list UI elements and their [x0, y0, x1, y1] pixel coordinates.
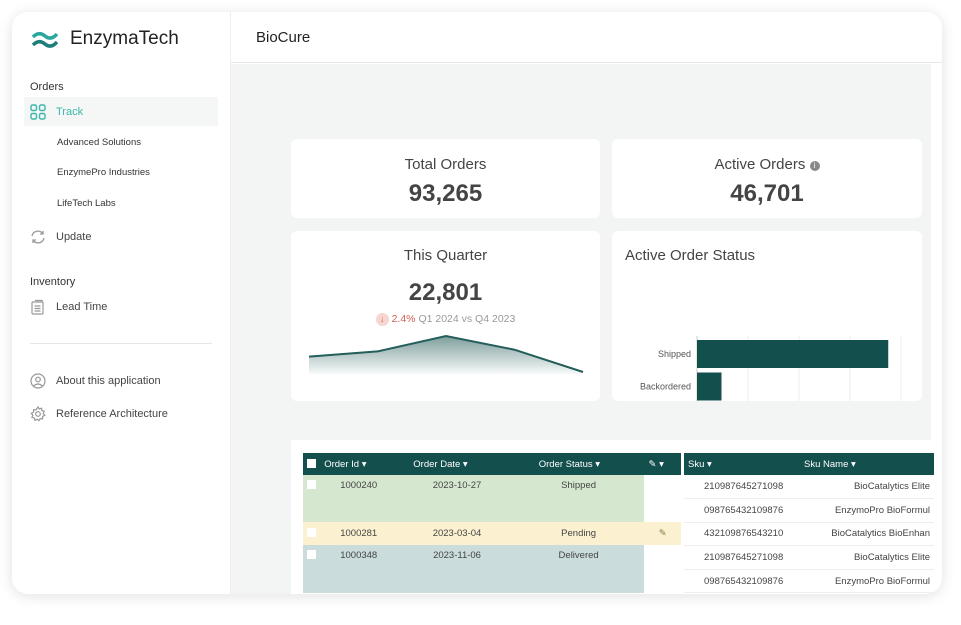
sidebar-item-lead-time[interactable]: Lead Time — [24, 292, 218, 321]
edit-cell[interactable] — [644, 475, 681, 522]
sku-table: Sku ▾ Sku Name ▾ 210987645271098 BioCatal… — [684, 453, 934, 593]
order-date: 2023-03-04 — [432, 528, 482, 539]
sidebar-item-label: About this application — [56, 374, 161, 387]
order-id: 1000281 — [340, 528, 378, 539]
table-row[interactable]: 1000240 2023-10-27 Shipped — [303, 475, 681, 522]
sku: 098765432109876 — [704, 575, 784, 587]
table-row[interactable]: 210987645271098 BioCatalytics Elite — [684, 546, 934, 570]
row-collapse-toggle[interactable] — [303, 545, 321, 593]
sidebar-divider — [30, 343, 212, 344]
sparkline-area — [309, 336, 583, 374]
change-row: ↓ 2.4% Q1 2024 vs Q4 2023 — [291, 313, 600, 326]
down-arrow-icon: ↓ — [375, 313, 389, 326]
orders-grid: Order Id ▾ Order Date ▾ Order Status ▾ ✎… — [291, 440, 934, 594]
order-status: Pending — [561, 528, 597, 539]
sku-name: EnzymoPro BioFormul — [834, 504, 930, 516]
sidebar-subitem-advanced-solutions[interactable]: Advanced Solutions — [57, 137, 141, 148]
sidebar-subitem-enzymepro-industries[interactable]: EnzymePro Industries — [57, 167, 150, 178]
table-row[interactable]: 098765432109876 EnzymoPro BioFormul — [684, 569, 934, 593]
sku: 210987645271098 — [704, 552, 784, 564]
sku-name: BioCatalytics Elite — [853, 552, 930, 564]
order-date: 2023-11-06 — [401, 545, 513, 593]
order-id: 1000240 — [320, 475, 402, 522]
sidebar-item-label: Reference Architecture — [56, 407, 168, 420]
sidebar-item-track[interactable]: Track — [24, 97, 218, 126]
app-window: EnzymaTech Orders Track Advanced Solutio… — [12, 12, 942, 594]
inventory-section-label: Inventory — [30, 276, 76, 288]
dashboard: Total Orders 93,265 Active Orders i 46,7… — [231, 64, 934, 594]
bar-backordered[interactable] — [697, 372, 722, 401]
user-circle-icon — [30, 372, 46, 389]
row-collapse-toggle[interactable] — [303, 475, 321, 522]
column-header-order-id[interactable]: Order Id ▾ — [320, 453, 402, 475]
table-row[interactable]: 098765432109876 EnzymoPro BioFormul — [684, 499, 934, 523]
sidebar-subitem-lifetech-labs[interactable]: LifeTech Labs — [57, 198, 116, 209]
status-bar-chart: 010k20k30k40kShippedBackorderedPending — [640, 336, 902, 401]
bar-shipped[interactable] — [697, 340, 889, 368]
y-category-label: Shipped — [658, 349, 691, 359]
comparison-label: Q1 2024 vs Q4 2023 — [418, 313, 516, 325]
sku-name: EnzymoPro BioFormul — [834, 575, 930, 587]
orders-section-label: Orders — [30, 81, 64, 93]
column-header-sku[interactable]: Sku ▾ — [684, 453, 800, 475]
wave-logo-icon — [32, 32, 58, 48]
page-title: BioCure — [256, 29, 311, 46]
column-header-edit[interactable]: ✎ ▾ — [644, 453, 681, 475]
page-header: BioCure — [231, 12, 942, 63]
clipboard-icon — [31, 299, 44, 315]
column-header-sku-name[interactable]: Sku Name ▾ — [800, 453, 934, 475]
info-icon[interactable]: i — [809, 161, 820, 171]
kpi-label: Active Orders — [714, 156, 806, 173]
sku: 098765432109876 — [704, 504, 784, 516]
gear-icon — [30, 405, 46, 422]
chart-title: Active Order Status — [625, 247, 756, 264]
logo[interactable]: EnzymaTech — [32, 28, 179, 50]
order-id: 1000348 — [320, 545, 402, 593]
table-row[interactable]: 210987645271098 BioCatalytics Elite — [684, 475, 934, 499]
sku-name: BioCatalytics BioEnhan — [831, 528, 930, 540]
kpi-label: Total Orders — [404, 156, 487, 173]
orders-table: Order Id ▾ Order Date ▾ Order Status ▾ ✎… — [303, 453, 681, 593]
kpi-label: This Quarter — [403, 247, 488, 264]
y-category-label: Backordered — [640, 382, 691, 392]
kpi-value: 93,265 — [408, 180, 483, 207]
refresh-icon — [31, 230, 45, 243]
order-status: Shipped — [512, 475, 645, 522]
sparkline-chart — [308, 334, 584, 374]
sidebar-item-update[interactable]: Update — [24, 222, 218, 251]
table-row[interactable]: 1000281 2023-03-04 Pending ✎ — [303, 522, 681, 545]
order-status: Delivered — [512, 545, 645, 593]
column-header-order-date[interactable]: Order Date ▾ — [401, 453, 513, 475]
sidebar-item-reference-architecture[interactable]: Reference Architecture — [24, 399, 218, 428]
active-order-status-card: Active Order Status 010k20k30k40kShipped… — [612, 231, 922, 401]
sidebar-item-about[interactable]: About this application — [24, 366, 218, 395]
app-name: EnzymaTech — [70, 28, 179, 49]
table-row[interactable]: 432109876543210 BioCatalytics BioEnhan — [684, 522, 934, 546]
sparkline-line — [308, 334, 584, 373]
grid-icon — [30, 103, 46, 120]
edit-cell[interactable] — [644, 545, 681, 593]
this-quarter-card: This Quarter 22,801 ↓ 2.4% Q1 2024 vs Q4… — [291, 231, 600, 401]
sku-name: BioCatalytics Elite — [853, 481, 930, 493]
edit-cell[interactable]: ✎ — [658, 528, 667, 539]
kpi-value: 46,701 — [730, 180, 804, 207]
order-date: 2023-10-27 — [401, 475, 513, 522]
row-collapse-toggle[interactable] — [303, 522, 320, 545]
active-orders-card: Active Orders i 46,701 — [612, 139, 922, 218]
select-all-checkbox[interactable] — [303, 453, 321, 475]
sidebar-item-label: Update — [56, 230, 92, 243]
column-header-order-status[interactable]: Order Status ▾ — [512, 453, 645, 475]
kpi-value: 22,801 — [408, 279, 483, 306]
sidebar: EnzymaTech Orders Track Advanced Solutio… — [12, 12, 231, 594]
sku: 432109876543210 — [704, 528, 784, 540]
sidebar-item-label: Lead Time — [56, 300, 108, 313]
kpi-label-row: Active Orders i — [612, 156, 922, 173]
table-row[interactable]: 1000348 2023-11-06 Delivered — [303, 545, 681, 593]
sku: 210987645271098 — [704, 481, 784, 493]
total-orders-card: Total Orders 93,265 — [291, 139, 600, 218]
change-percent: 2.4% — [391, 313, 416, 325]
sidebar-item-label: Track — [56, 105, 84, 118]
